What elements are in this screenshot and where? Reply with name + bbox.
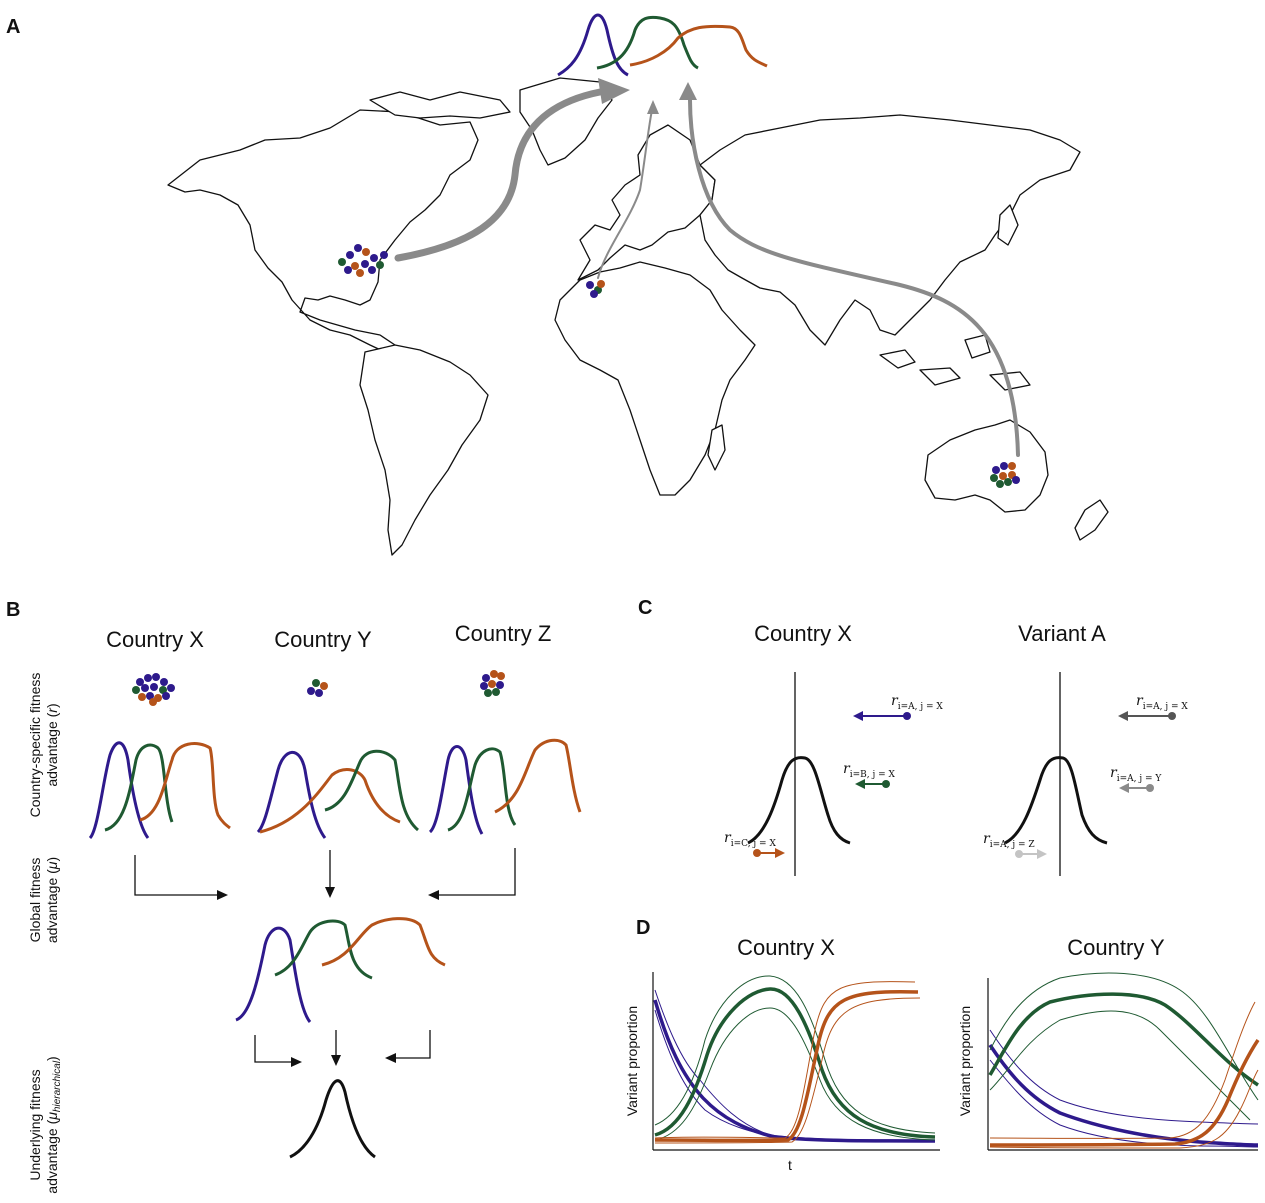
africa-outline: [554, 261, 756, 496]
panel-letter-b: B: [6, 599, 20, 621]
sea-islands-outline: [879, 334, 1031, 391]
svg-text:ri=A, j = X: ri=A, j = X: [891, 693, 943, 712]
svg-text:advantage (r): advantage (r): [44, 703, 60, 786]
b-connector-right: [395, 1030, 431, 1059]
migration-arrows: [394, 78, 1020, 457]
d-left-axes: [652, 972, 940, 1151]
svg-text:Global fitness: Global fitness: [27, 858, 43, 943]
d-left-ylabel: Variant proportion: [624, 1006, 640, 1116]
panel-letter-a: A: [6, 16, 20, 38]
b-row-label-mu: Global fitness advantage (μ): [27, 857, 60, 943]
b-connector-x: [134, 855, 218, 896]
svg-text:Underlying fitness: Underlying fitness: [27, 1069, 43, 1180]
svg-text:ri=A, j = Z: ri=A, j = Z: [983, 831, 1035, 850]
c-left-labels: ri=A, j = X ri=B, j = X ri=C, j = X: [724, 693, 943, 849]
svg-text:ri=B, j = X: ri=B, j = X: [843, 761, 896, 780]
d-right-curves: [988, 972, 1260, 1149]
variant-b-curve: [596, 15, 699, 70]
c-left-arrows: [753, 711, 911, 858]
c-left-diagram: [747, 672, 851, 876]
b-dots-country-z: [480, 670, 505, 697]
south-america-outline: [359, 344, 489, 556]
svg-text:ri=A, j = Y: ri=A, j = Y: [1110, 765, 1162, 784]
b-country-x-title: Country X: [106, 627, 204, 652]
svg-text:ri=C, j = X: ri=C, j = X: [724, 830, 776, 849]
c-left-title: Country X: [754, 621, 852, 646]
b-hierarchical-curve: [289, 1079, 376, 1159]
arrow-from-africa: [597, 109, 653, 279]
europe-outline: [577, 124, 716, 281]
c-right-diagram: [1004, 672, 1108, 876]
north-america-outline: [167, 109, 479, 353]
b-country-y-title: Country Y: [274, 627, 372, 652]
variant-c-curve: [629, 24, 768, 68]
b-row-label-hier: Underlying fitness advantage (μhierarchi…: [27, 1056, 63, 1193]
d-left-xlabel: t: [788, 1157, 792, 1173]
b-row-label-r: Country-specific fitness advantage (r): [27, 673, 60, 818]
arrow-from-north-america: [394, 88, 604, 262]
svg-text:advantage (μhierarchical): advantage (μhierarchical): [44, 1056, 63, 1193]
dots-australia: [990, 462, 1020, 488]
b-country-z-title: Country Z: [455, 621, 552, 646]
australia-outline: [924, 419, 1049, 513]
d-left-title: Country X: [737, 935, 835, 960]
arctic-islands-outline: [369, 91, 511, 119]
b-dots-country-y: [307, 679, 328, 697]
global-variant-curves: [557, 13, 768, 77]
c-right-arrows: [1015, 711, 1176, 859]
b-connector-left: [254, 1035, 292, 1063]
dots-africa: [586, 280, 605, 298]
d-right-title: Country Y: [1067, 935, 1165, 960]
r-row-line1: Country-specific fitness: [27, 673, 43, 818]
panel-letter-d: D: [636, 917, 650, 939]
svg-text:ri=A, j = X: ri=A, j = X: [1136, 693, 1188, 712]
dots-north-america: [338, 244, 388, 277]
d-left-curves: [653, 975, 936, 1144]
new-zealand-outline: [1074, 499, 1109, 541]
b-curves-country-z: [428, 738, 582, 835]
c-right-title: Variant A: [1018, 621, 1106, 646]
svg-text:advantage (μ): advantage (μ): [44, 857, 60, 943]
asia-outline: [699, 114, 1081, 346]
b-curves-country-y: [256, 749, 420, 839]
b-connectors: [134, 848, 516, 1067]
arrow-from-australia: [688, 98, 1020, 457]
b-global-curves: [235, 917, 446, 1023]
japan-outline: [997, 204, 1019, 246]
variant-a-curve: [557, 13, 629, 77]
d-right-axes: [987, 978, 1258, 1151]
madagascar-outline: [707, 424, 726, 471]
b-dots-country-x: [132, 673, 175, 706]
b-connector-z: [438, 848, 516, 896]
b-curves-country-x: [88, 741, 231, 840]
c-right-labels: ri=A, j = X ri=A, j = Y ri=A, j = Z: [983, 693, 1188, 850]
panel-letter-c: C: [638, 597, 652, 619]
d-right-ylabel: Variant proportion: [957, 1006, 973, 1116]
